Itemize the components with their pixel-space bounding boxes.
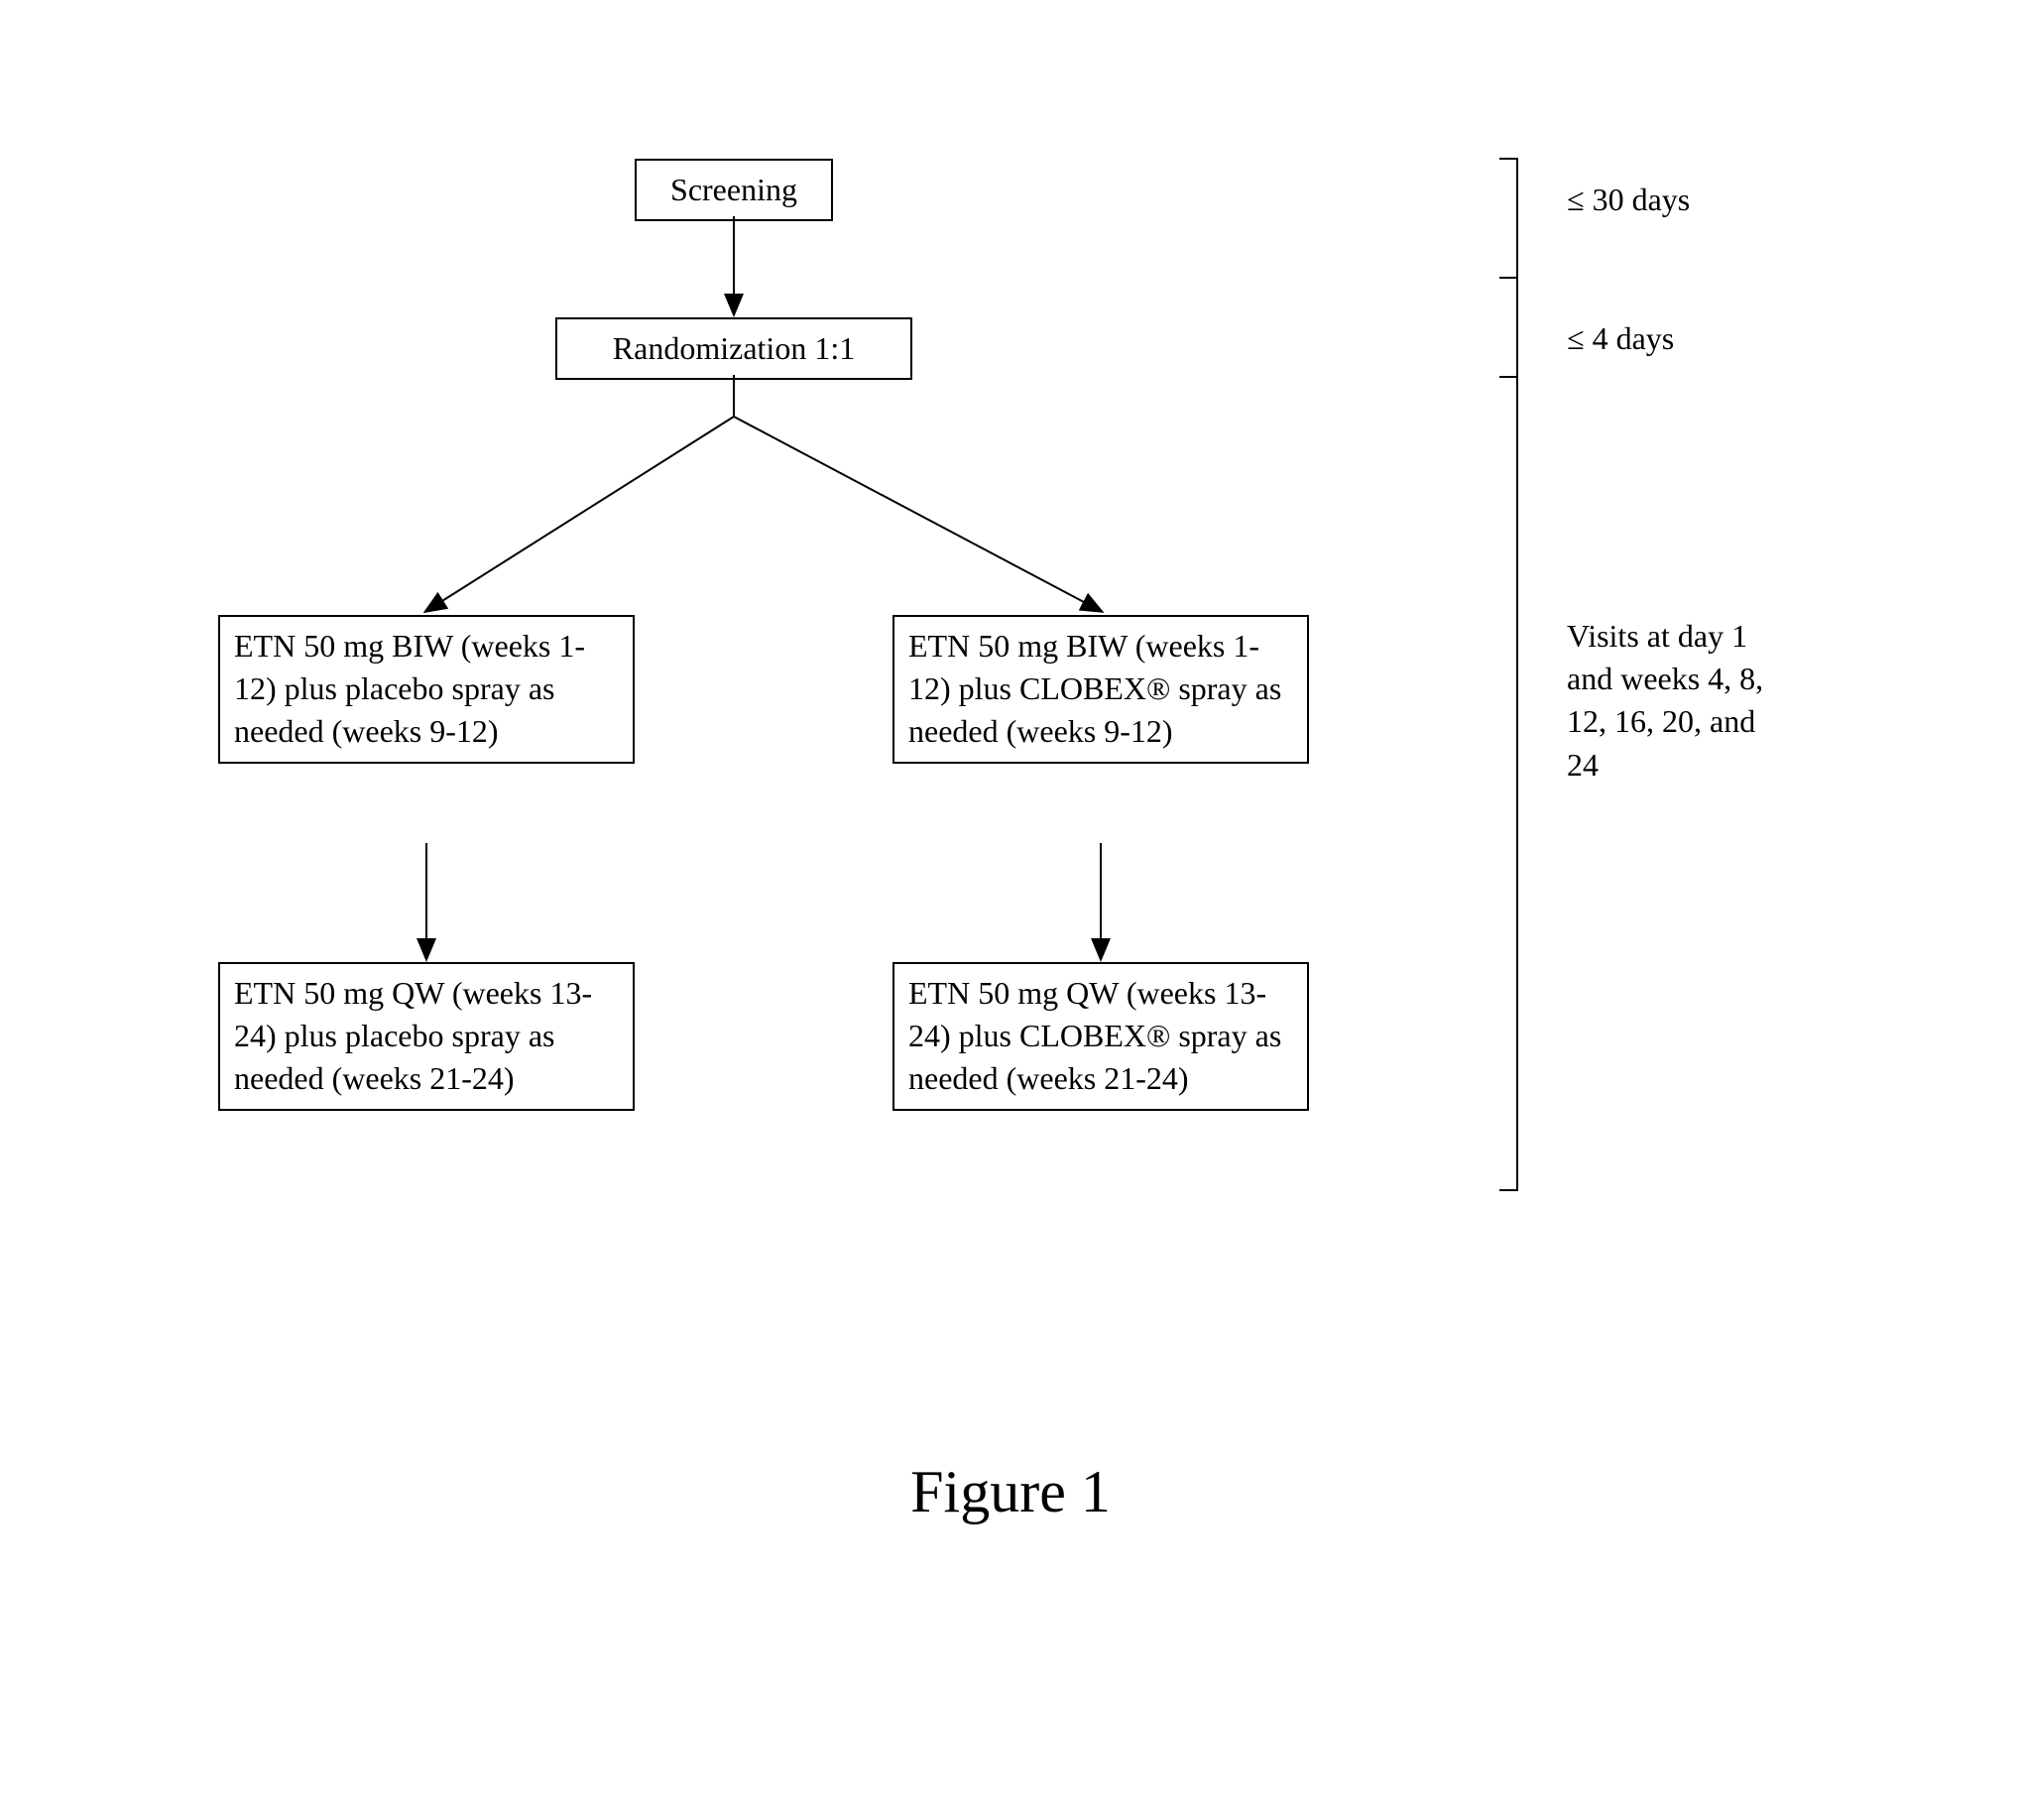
figure-title: Figure 1 [0,1458,2021,1526]
node-arm-b-phase2: ETN 50 mg QW (weeks 13-24) plus CLOBEX® … [892,962,1309,1111]
node-arm-a-phase1: ETN 50 mg BIW (weeks 1-12) plus placebo … [218,615,635,764]
annotation-randomization-duration: ≤ 4 days [1567,317,1674,360]
node-randomization: Randomization 1:1 [555,317,912,380]
annotation-visits: Visits at day 1 and weeks 4, 8, 12, 16, … [1567,615,1785,787]
bracket-visits [1499,377,1517,1190]
edge-randomization-arm-b [734,417,1101,611]
node-screening: Screening [635,159,833,221]
bracket-randomization [1499,278,1517,377]
bracket-screening [1499,159,1517,278]
edge-randomization-arm-a [426,417,734,611]
flowchart-connectors [0,0,2021,1820]
annotation-screening-duration: ≤ 30 days [1567,179,1690,221]
node-arm-b-phase1: ETN 50 mg BIW (weeks 1-12) plus CLOBEX® … [892,615,1309,764]
node-arm-a-phase2: ETN 50 mg QW (weeks 13-24) plus placebo … [218,962,635,1111]
